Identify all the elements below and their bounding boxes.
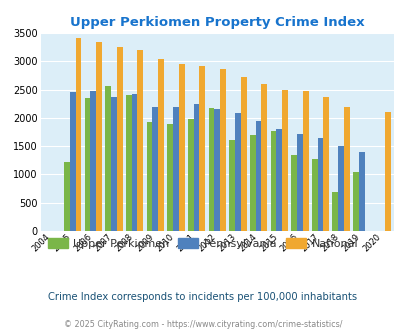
Bar	[352, 172, 358, 231]
Bar	[240, 77, 246, 231]
Bar	[90, 91, 96, 231]
Bar	[234, 113, 240, 231]
Bar	[270, 131, 276, 231]
Bar	[261, 84, 266, 231]
Title: Upper Perkiomen Property Crime Index: Upper Perkiomen Property Crime Index	[70, 16, 364, 29]
Bar	[75, 38, 81, 231]
Bar	[323, 97, 328, 231]
Bar	[84, 98, 90, 231]
Text: Crime Index corresponds to incidents per 100,000 inhabitants: Crime Index corresponds to incidents per…	[48, 292, 357, 302]
Bar	[358, 152, 364, 231]
Bar	[337, 147, 343, 231]
Bar	[343, 107, 349, 231]
Bar	[188, 119, 193, 231]
Bar	[290, 155, 296, 231]
Bar	[158, 59, 164, 231]
Bar	[317, 138, 323, 231]
Bar	[296, 134, 302, 231]
Bar	[167, 123, 173, 231]
Bar	[220, 70, 225, 231]
Bar	[229, 140, 234, 231]
Bar	[276, 129, 281, 231]
Bar	[96, 42, 102, 231]
Bar	[178, 64, 184, 231]
Bar	[193, 104, 199, 231]
Bar	[146, 122, 152, 231]
Bar	[152, 107, 158, 231]
Bar	[105, 86, 111, 231]
Bar	[117, 47, 122, 231]
Bar	[311, 159, 317, 231]
Bar	[214, 109, 220, 231]
Bar	[173, 107, 178, 231]
Bar	[64, 162, 70, 231]
Bar	[332, 192, 337, 231]
Bar	[208, 108, 214, 231]
Bar	[199, 66, 205, 231]
Bar	[249, 135, 255, 231]
Bar	[70, 92, 75, 231]
Bar	[131, 93, 137, 231]
Legend: Upper Perkiomen, Pennsylvania, National: Upper Perkiomen, Pennsylvania, National	[43, 234, 362, 253]
Bar	[126, 95, 131, 231]
Bar	[384, 112, 390, 231]
Bar	[137, 50, 143, 231]
Bar	[302, 91, 308, 231]
Bar	[255, 121, 261, 231]
Bar	[111, 97, 117, 231]
Text: © 2025 CityRating.com - https://www.cityrating.com/crime-statistics/: © 2025 CityRating.com - https://www.city…	[64, 320, 341, 329]
Bar	[281, 89, 287, 231]
